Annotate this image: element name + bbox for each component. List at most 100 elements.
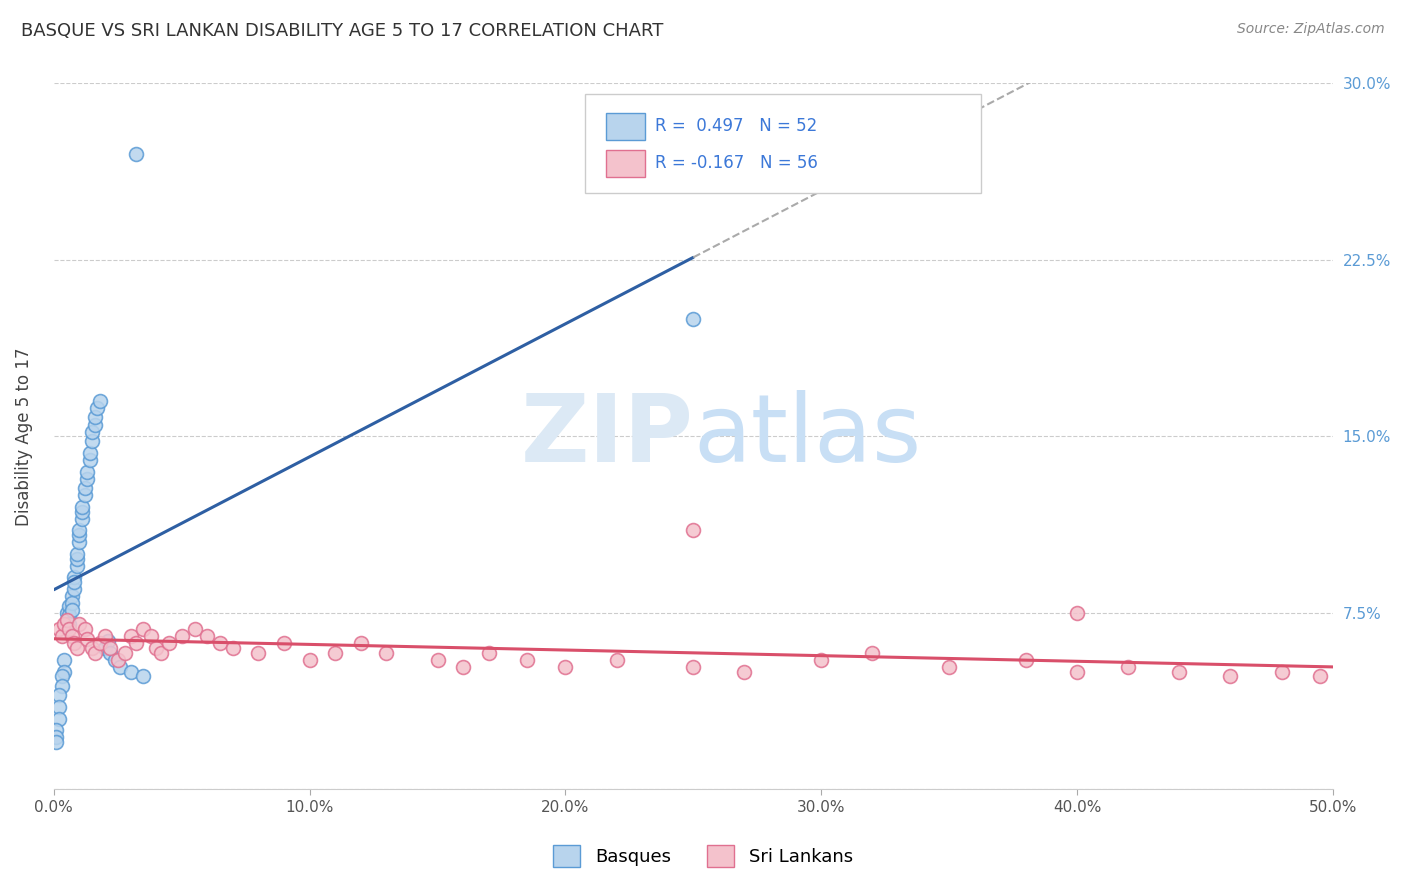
- Point: [1015, 653, 1038, 667]
- Point: [120, 629, 142, 643]
- Point: [55, 613, 77, 627]
- Point: [114, 646, 136, 660]
- Point: [120, 665, 142, 679]
- Point: [58, 608, 80, 623]
- Point: [94, 629, 117, 643]
- Point: [70, 500, 93, 514]
- Point: [350, 636, 373, 650]
- Point: [51, 629, 73, 643]
- Point: [45, 735, 67, 749]
- Point: [110, 660, 132, 674]
- Point: [83, 417, 105, 432]
- Point: [55, 620, 77, 634]
- Point: [60, 603, 83, 617]
- Y-axis label: Disability Age 5 to 17: Disability Age 5 to 17: [15, 347, 32, 525]
- Point: [273, 636, 295, 650]
- Point: [1116, 660, 1139, 674]
- Point: [58, 622, 80, 636]
- Point: [51, 679, 73, 693]
- Point: [222, 640, 245, 655]
- Point: [860, 646, 883, 660]
- Point: [247, 646, 270, 660]
- Point: [1066, 606, 1088, 620]
- Point: [170, 629, 193, 643]
- Point: [1271, 665, 1294, 679]
- Point: [48, 622, 70, 636]
- Point: [104, 653, 127, 667]
- Point: [145, 640, 167, 655]
- Point: [58, 599, 80, 613]
- Point: [63, 636, 86, 650]
- Point: [125, 147, 148, 161]
- Point: [606, 653, 628, 667]
- Point: [682, 524, 704, 538]
- Point: [63, 582, 86, 597]
- Point: [86, 401, 108, 415]
- Point: [157, 636, 180, 650]
- Point: [53, 617, 76, 632]
- Point: [98, 640, 121, 655]
- Point: [67, 524, 90, 538]
- Legend: Basques, Sri Lankans: Basques, Sri Lankans: [546, 838, 860, 874]
- Point: [516, 653, 538, 667]
- Point: [150, 646, 173, 660]
- Point: [132, 669, 155, 683]
- Point: [66, 547, 89, 561]
- Point: [1219, 669, 1241, 683]
- Point: [66, 640, 89, 655]
- Point: [48, 688, 70, 702]
- Point: [938, 660, 960, 674]
- Point: [478, 646, 501, 660]
- Point: [53, 665, 76, 679]
- Point: [79, 452, 101, 467]
- Point: [733, 665, 755, 679]
- Point: [183, 622, 205, 636]
- Text: Source: ZipAtlas.com: Source: ZipAtlas.com: [1237, 22, 1385, 37]
- Point: [45, 731, 67, 745]
- Point: [67, 535, 90, 549]
- Point: [83, 410, 105, 425]
- Point: [73, 481, 96, 495]
- Point: [82, 425, 104, 439]
- Point: [60, 596, 83, 610]
- Point: [73, 488, 96, 502]
- Point: [1066, 665, 1088, 679]
- Point: [82, 640, 104, 655]
- Point: [810, 653, 832, 667]
- Point: [60, 629, 83, 643]
- Point: [76, 632, 98, 646]
- Point: [1168, 665, 1191, 679]
- Point: [70, 511, 93, 525]
- Point: [682, 660, 704, 674]
- Point: [209, 636, 232, 650]
- Point: [48, 699, 70, 714]
- Point: [1309, 669, 1331, 683]
- Point: [83, 646, 105, 660]
- Point: [70, 505, 93, 519]
- Point: [73, 622, 96, 636]
- Point: [89, 636, 111, 650]
- Text: atlas: atlas: [693, 391, 921, 483]
- Point: [45, 723, 67, 738]
- Point: [98, 646, 121, 660]
- Point: [451, 660, 474, 674]
- Point: [58, 617, 80, 632]
- FancyBboxPatch shape: [585, 94, 981, 193]
- Point: [66, 558, 89, 573]
- Point: [53, 653, 76, 667]
- Point: [76, 472, 98, 486]
- Point: [63, 575, 86, 590]
- Point: [298, 653, 321, 667]
- Point: [55, 606, 77, 620]
- Point: [79, 446, 101, 460]
- Point: [426, 653, 449, 667]
- Point: [76, 465, 98, 479]
- Point: [55, 613, 77, 627]
- Point: [554, 660, 576, 674]
- Point: [96, 634, 118, 648]
- Point: [63, 570, 86, 584]
- Text: R =  0.497   N = 52: R = 0.497 N = 52: [655, 118, 817, 136]
- Point: [94, 640, 117, 655]
- Point: [107, 653, 129, 667]
- Point: [125, 636, 148, 650]
